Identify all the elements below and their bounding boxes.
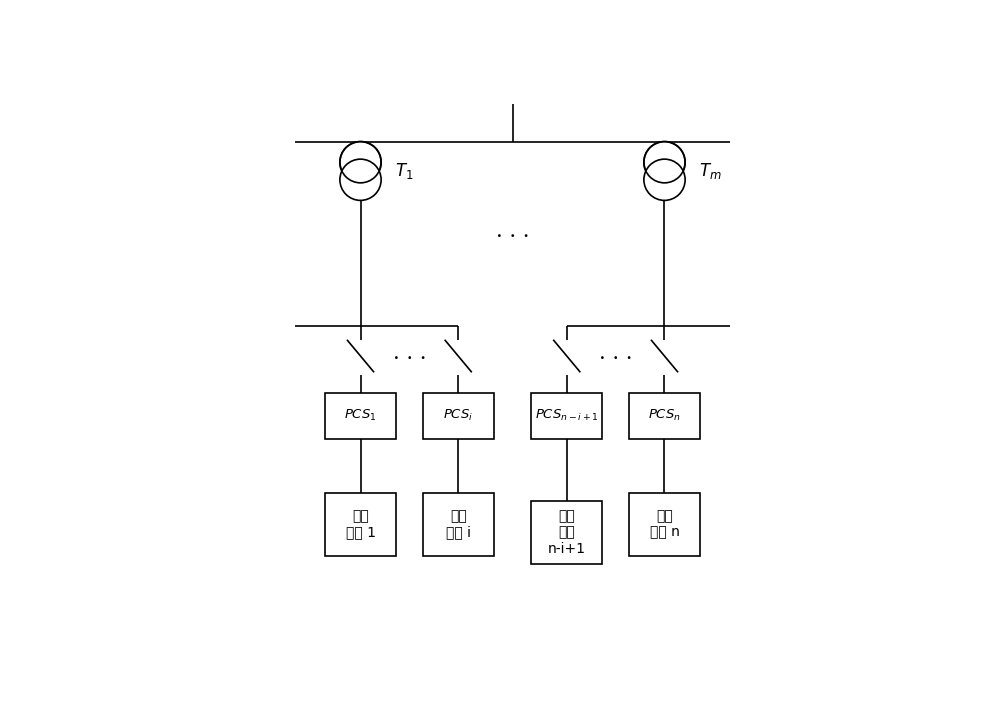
Bar <box>629 493 700 556</box>
Bar <box>325 393 396 439</box>
Text: $PCS_1$: $PCS_1$ <box>344 408 377 423</box>
Bar <box>531 393 602 439</box>
Circle shape <box>644 159 685 200</box>
Text: 储能
电池
n-i+1: 储能 电池 n-i+1 <box>548 509 586 556</box>
Circle shape <box>340 159 381 200</box>
Text: $T_m$: $T_m$ <box>699 161 721 181</box>
Text: . . .: . . . <box>599 344 632 363</box>
Text: . . .: . . . <box>393 344 426 363</box>
Bar <box>423 493 494 556</box>
Bar <box>629 393 700 439</box>
Bar <box>531 501 602 564</box>
Text: $PCS_n$: $PCS_n$ <box>648 408 681 423</box>
Bar <box>325 493 396 556</box>
Text: $PCS_i$: $PCS_i$ <box>443 408 473 423</box>
Text: 储能
电池 1: 储能 电池 1 <box>346 509 376 539</box>
Text: $T_1$: $T_1$ <box>395 161 413 181</box>
Text: . . .: . . . <box>496 221 529 240</box>
Text: 储能
电池 n: 储能 电池 n <box>650 509 679 539</box>
Text: 储能
电池 i: 储能 电池 i <box>446 509 471 539</box>
Text: $PCS_{n-i+1}$: $PCS_{n-i+1}$ <box>535 408 599 423</box>
Bar <box>423 393 494 439</box>
Circle shape <box>644 142 685 183</box>
Circle shape <box>340 142 381 183</box>
